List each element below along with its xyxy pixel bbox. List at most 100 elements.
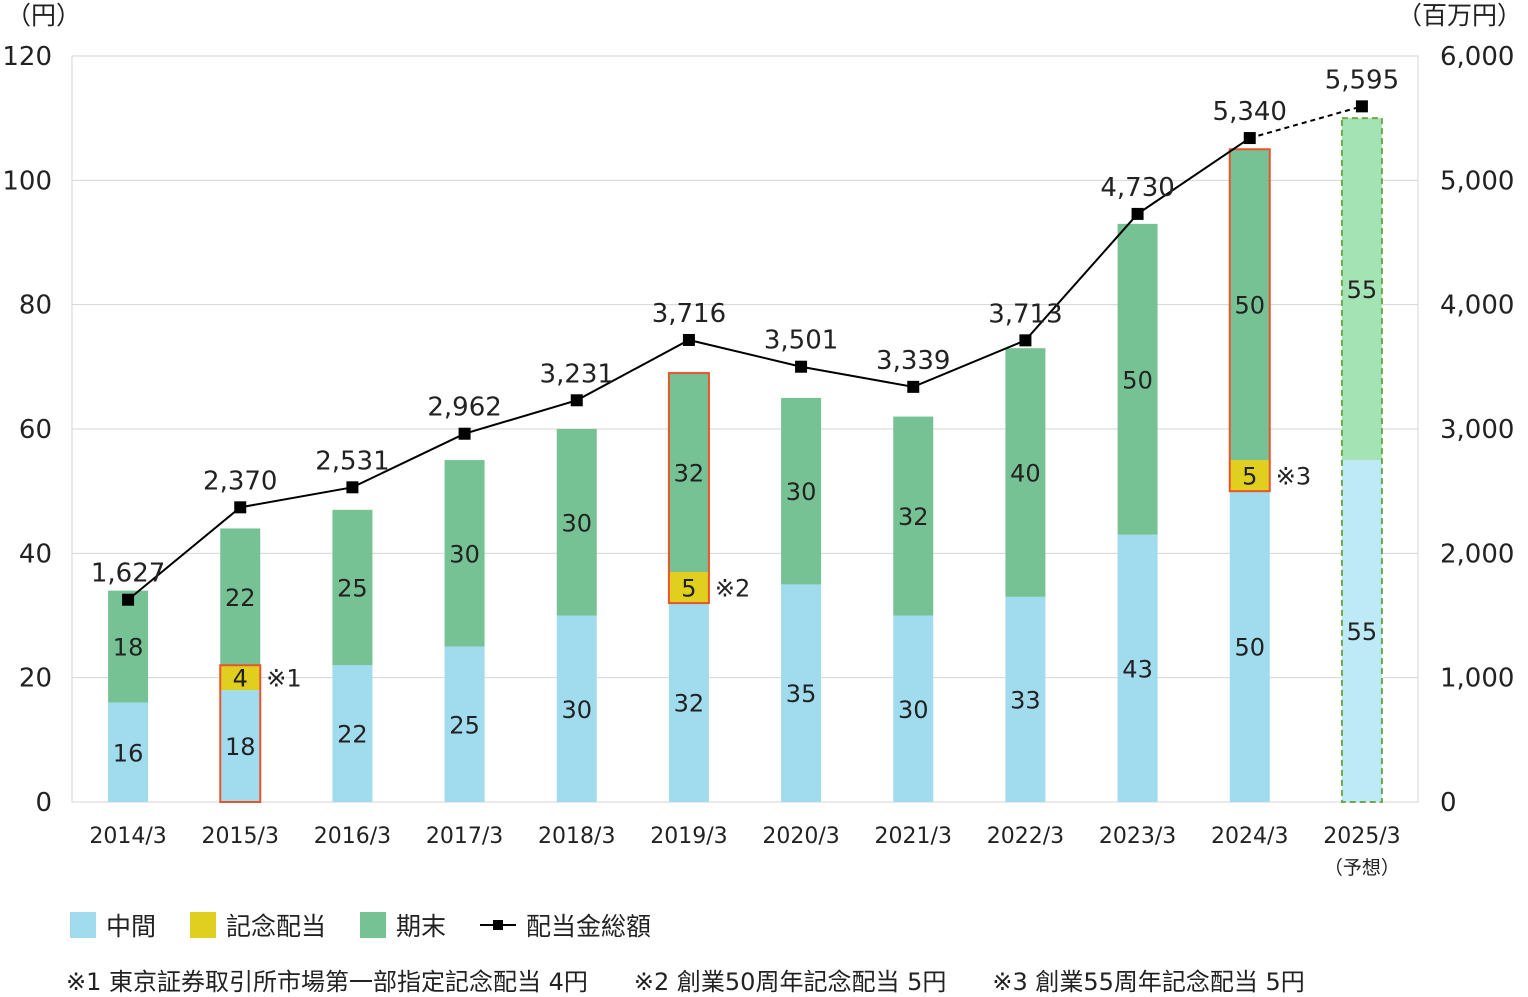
x-tick-label: 2024/3 (1211, 824, 1288, 849)
total-dividend-line (122, 100, 1368, 606)
bar-interim (1005, 596, 1046, 802)
bar-year-end (556, 429, 597, 616)
annotation-mark: ※3 (1276, 463, 1311, 491)
bar-year-end-value: 30 (561, 509, 592, 537)
highlight-frame (667, 372, 710, 605)
left-tick-label: 80 (19, 291, 52, 321)
legend-swatch-year-end (360, 912, 387, 938)
total-marker (346, 481, 359, 494)
bar-interim-value: 18 (225, 733, 256, 761)
total-marker (1355, 100, 1368, 113)
left-axis-unit: （円） (6, 1, 81, 30)
bar-year-end-value: 55 (1347, 276, 1378, 304)
bar-interim (108, 702, 149, 802)
bar-year-end-value: 32 (674, 460, 705, 488)
bar-year-end-value: 32 (898, 503, 929, 531)
bar-year-end (444, 460, 485, 647)
annotation-mark: ※2 (715, 575, 750, 603)
legend-swatch-interim (70, 912, 96, 938)
x-tick-label: 2020/3 (762, 824, 839, 849)
x-tick-label: 2015/3 (202, 824, 279, 849)
legend: 中間 記念配当 期末 配当金総額 (70, 908, 685, 942)
left-tick-label: 100 (2, 166, 52, 196)
total-marker (1243, 132, 1256, 145)
x-tick-label: 2014/3 (89, 824, 166, 849)
total-value-label: 3,501 (764, 326, 838, 356)
bar-interim-value: 30 (561, 696, 592, 724)
bar-interim (893, 615, 934, 802)
bar-interim (1341, 460, 1382, 802)
bar-interim-value: 16 (113, 739, 144, 767)
right-tick-label: 4,000 (1440, 291, 1514, 321)
total-marker (1131, 207, 1144, 220)
left-tick-label: 60 (19, 415, 52, 445)
total-value-label: 4,730 (1100, 173, 1174, 203)
bar-interim-value: 50 (1234, 634, 1265, 662)
total-marker (458, 427, 471, 440)
left-tick-label: 20 (19, 664, 52, 694)
bar-year-end (893, 416, 934, 616)
highlight-frame (1228, 148, 1271, 493)
x-tick-sublabel: （予想） (1324, 857, 1400, 879)
bar-year-end (668, 373, 709, 572)
dividend-chart: 16 18 18 4 22 22 25 25 30 30 30 32 5 32 35 30 30 32 33 40 43… (2, 1, 1522, 879)
bar-year-end (1229, 149, 1270, 461)
total-value-label: 3,716 (652, 299, 726, 329)
annotation-mark: ※1 (266, 665, 301, 693)
gridlines (71, 55, 1419, 803)
bar-year-end-value: 30 (786, 478, 817, 506)
right-tick-label: 2,000 (1440, 539, 1514, 569)
bar-interim (668, 603, 709, 802)
right-tick-label: 0 (1440, 788, 1457, 818)
legend-label-interim: 中間 (106, 912, 157, 941)
legend-swatch-commemorative (190, 912, 217, 938)
bar-commemorative (220, 665, 261, 691)
bar-interim (781, 584, 822, 802)
bar-year-end-value: 50 (1234, 292, 1265, 320)
total-marker (122, 593, 135, 606)
x-tick-label: 2022/3 (987, 824, 1064, 849)
bar-interim (444, 646, 485, 802)
legend-swatch-total-line (480, 912, 517, 938)
footnote-1: ※1 東京証券取引所市場第一部指定記念配当 4円 (66, 968, 588, 996)
legend-item-interim: 中間 (70, 907, 156, 943)
legend-item-year-end: 期末 (360, 907, 446, 943)
bar-year-end (220, 528, 261, 666)
total-value-label: 2,370 (203, 466, 277, 496)
chart-labels: 16 18 18 4 22 22 25 25 30 30 30 32 5 32 35 30 30 32 33 40 43… (91, 65, 1399, 767)
bar-interim (220, 690, 261, 802)
total-value-label: 3,231 (540, 359, 614, 389)
bar-year-end (1117, 223, 1158, 535)
bar-interim-value: 25 (449, 711, 480, 739)
bar-year-end (332, 509, 373, 666)
total-value-label: 2,962 (427, 393, 501, 423)
left-tick-label: 0 (35, 788, 52, 818)
total-marker (682, 333, 695, 346)
right-tick-label: 6,000 (1440, 42, 1514, 72)
total-marker (907, 380, 920, 393)
bar-year-end (1005, 348, 1046, 597)
right-tick-label: 3,000 (1440, 415, 1514, 445)
total-line-forecast (1249, 105, 1363, 140)
bar-year-end-value: 50 (1122, 366, 1153, 394)
bars (108, 117, 1383, 803)
x-tick-label: 2023/3 (1099, 824, 1176, 849)
bar-commemorative-value: 5 (681, 575, 696, 603)
left-tick-label: 120 (2, 42, 52, 72)
x-tick-label: 2016/3 (314, 824, 391, 849)
total-marker (1019, 334, 1032, 347)
x-tick-label: 2025/3 (1323, 824, 1400, 849)
bar-commemorative-value: 4 (233, 665, 248, 693)
right-axis-unit: （百万円） (1397, 1, 1522, 30)
bar-commemorative-value: 5 (1242, 463, 1257, 491)
total-value-label: 5,595 (1325, 65, 1399, 95)
legend-label-commemorative: 記念配当 (226, 912, 327, 941)
x-tick-label: 2021/3 (875, 824, 952, 849)
bar-interim-value: 30 (898, 696, 929, 724)
forecast-frame (1340, 117, 1383, 803)
bar-year-end-value: 18 (113, 634, 144, 662)
bar-interim-value: 22 (337, 721, 368, 749)
legend-label-year-end: 期末 (396, 912, 447, 941)
bar-year-end-value: 40 (1010, 460, 1041, 488)
highlight-frame (219, 664, 262, 803)
